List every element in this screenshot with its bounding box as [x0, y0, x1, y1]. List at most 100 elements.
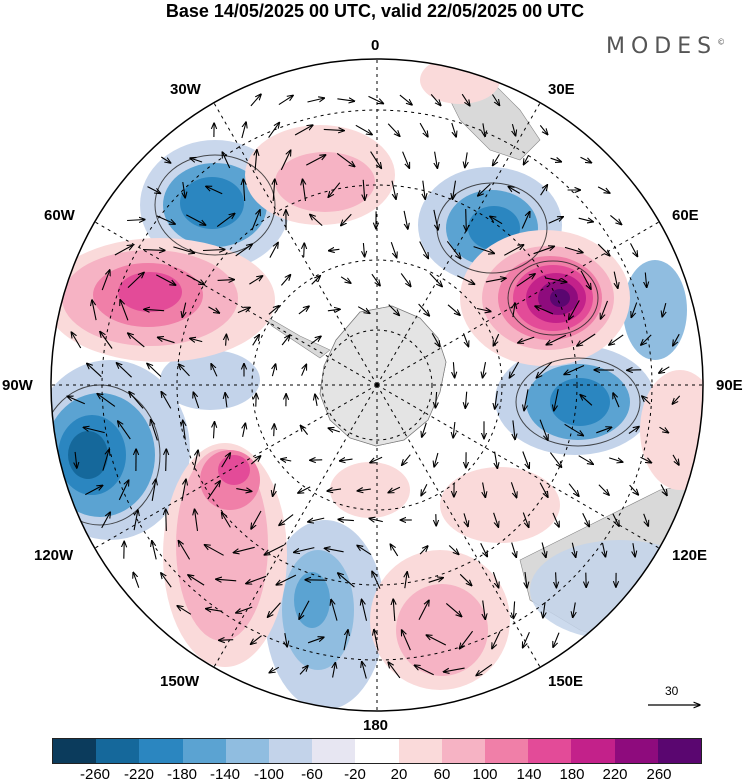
wind-vector: [564, 246, 583, 252]
wind-vector: [193, 450, 198, 471]
wind-vector: [333, 663, 336, 678]
wind-vector: [462, 333, 469, 346]
wind-vector: [483, 123, 485, 136]
wind-vector: [540, 185, 548, 196]
wind-vector: [362, 599, 368, 621]
wind-vector: [371, 273, 380, 286]
wind-vector: [495, 451, 498, 469]
wind-vector: [92, 300, 97, 321]
colorbar-segment: [528, 739, 572, 763]
wind-vector: [513, 601, 514, 618]
wind-vector: [269, 666, 280, 672]
meridian-150w: [213, 384, 378, 668]
wind-vector: [372, 571, 381, 589]
wind-vector: [142, 250, 165, 251]
wind-vector: [580, 270, 591, 290]
wind-vector: [75, 451, 77, 468]
colorbar-tick-9: 60: [433, 766, 451, 783]
wind-vector: [539, 482, 548, 498]
wind-vector: [422, 422, 427, 437]
anomaly-high-5-l2: [396, 584, 488, 676]
wind-vector: [428, 578, 444, 583]
label-lon-30w: 30W: [170, 81, 201, 98]
wind-vector: [388, 662, 401, 679]
wind-vector: [363, 179, 365, 200]
wind-vector: [459, 573, 472, 585]
anomaly-high-2-l4: [118, 272, 182, 312]
wind-vector: [643, 513, 649, 526]
map-border: [50, 58, 704, 712]
wind-vector: [533, 246, 555, 255]
wind-vector: [405, 572, 407, 589]
wind-vector: [166, 509, 167, 532]
wind-vector: [306, 155, 325, 166]
wind-vector: [596, 427, 611, 434]
wind-vector: [294, 547, 315, 553]
wind-vector: [525, 572, 527, 588]
wind-vector: [208, 306, 220, 313]
colorbar-segment: [355, 739, 399, 763]
brand-mark: ©: [717, 37, 726, 47]
wind-vector: [613, 393, 620, 408]
label-lon-120e: 120E: [672, 547, 708, 564]
wind-vector: [483, 600, 486, 620]
anomaly-high-9: [330, 462, 410, 518]
wind-vector: [279, 514, 294, 526]
wind-vector: [268, 602, 281, 617]
wind-vector: [429, 273, 442, 286]
wind-vector: [71, 332, 82, 349]
meridian-60w: [94, 221, 378, 386]
wind-vector: [280, 150, 290, 171]
colorbar-tick-2: -220: [123, 766, 155, 783]
colorbar-tick-14: 260: [646, 766, 672, 783]
colorbar-tick-10: 100: [472, 766, 498, 783]
colorbar-tick-3: -180: [166, 766, 198, 783]
wind-vector: [299, 666, 308, 675]
wind-vector: [147, 363, 162, 378]
wind-vector: [281, 459, 292, 461]
wind-vector: [278, 95, 293, 106]
wind-vector: [426, 635, 447, 646]
wind-vector: [338, 519, 354, 520]
latitude-circle-3: [176, 184, 578, 586]
wind-vector: [222, 513, 231, 528]
wind-vector: [630, 243, 638, 256]
brand-name: MODES: [606, 34, 718, 59]
anomaly-low-1-center: [180, 177, 244, 229]
wind-vector: [659, 366, 670, 373]
wind-vector: [343, 630, 348, 651]
wind-vector: [294, 125, 313, 136]
anomaly-low-6: [160, 350, 260, 410]
wind-vector: [369, 518, 383, 521]
wind-vector: [640, 456, 652, 463]
wind-vector: [478, 183, 491, 196]
meridian-60e: [376, 221, 660, 386]
wind-vector: [235, 244, 253, 257]
wind-vector: [521, 212, 530, 229]
wind-vector: [118, 480, 128, 501]
wind-vector: [512, 123, 515, 136]
wind-vector: [101, 270, 110, 291]
wind-vector: [216, 213, 235, 228]
wind-vector: [597, 186, 610, 193]
wind-vector: [304, 243, 305, 258]
colorbar-tick-7: -20: [344, 766, 366, 783]
wind-vector: [156, 274, 175, 285]
wind-vector: [255, 150, 257, 171]
wind-vector: [516, 274, 535, 287]
wind-vector: [190, 338, 203, 341]
wind-vector: [539, 125, 547, 134]
wind-vector: [582, 513, 590, 526]
wind-vector: [578, 455, 594, 465]
wind-vector: [127, 272, 144, 288]
wind-vector: [536, 361, 553, 378]
label-lon-150e: 150E: [548, 673, 584, 690]
wind-vector: [341, 213, 352, 225]
wind-vector: [545, 277, 567, 282]
wind-vectors: [67, 94, 681, 679]
wind-vector: [327, 489, 342, 491]
colorbar-segment: [571, 739, 615, 763]
wind-vector: [568, 483, 579, 497]
colorbar-segment: [485, 739, 529, 763]
